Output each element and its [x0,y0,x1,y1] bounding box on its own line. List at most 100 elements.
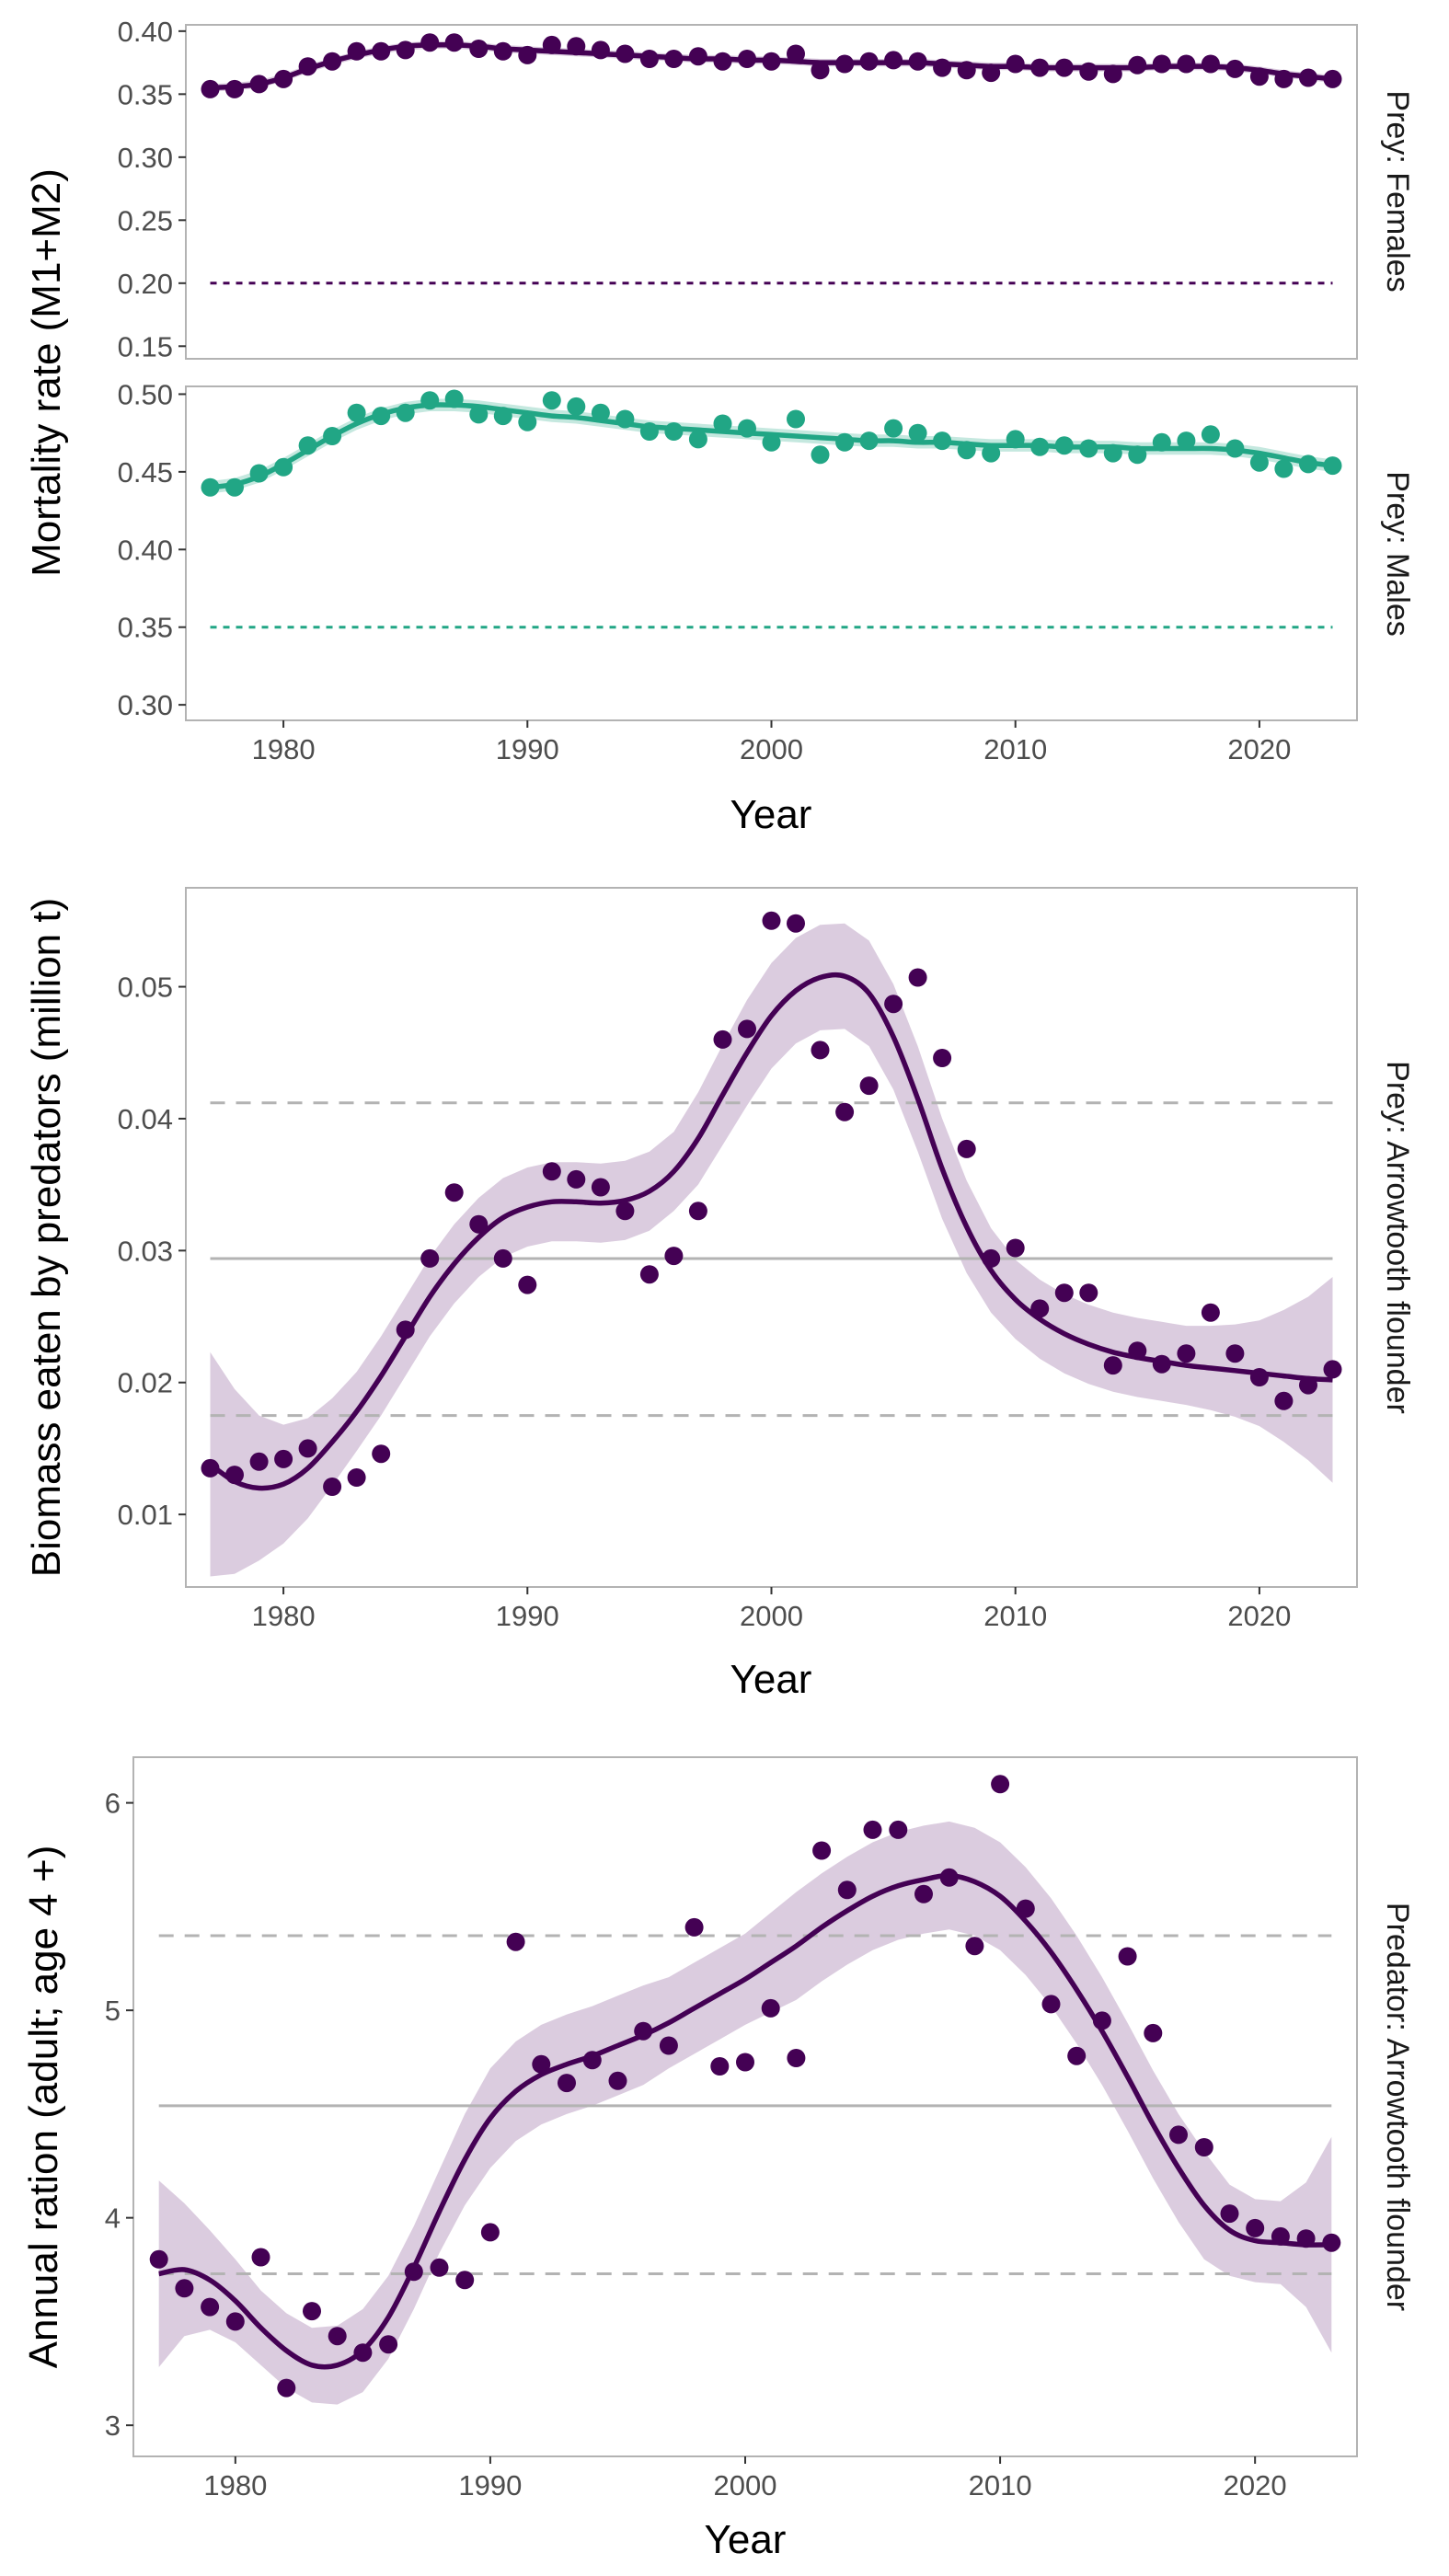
data-point-2001 [787,914,805,933]
data-point-1979 [249,464,269,483]
data-point-2020 [1246,2218,1265,2237]
data-point-2023 [1322,2233,1341,2252]
strip-label-males: Prey: Males [1380,471,1415,637]
data-point-2006 [908,52,927,71]
data-point-2009 [982,1248,1001,1268]
data-point-2010 [1006,430,1025,449]
data-point-2020 [1249,67,1269,86]
x-tick-label: 1990 [458,2469,522,2501]
confidence-band [210,923,1333,1577]
data-point-1978 [225,477,244,497]
data-point-2005 [884,995,903,1014]
data-point-2019 [1225,439,1245,458]
data-point-1995 [639,1265,659,1284]
data-point-1997 [688,430,707,449]
data-point-1999 [738,419,756,438]
data-point-2014 [1092,2011,1111,2030]
data-point-2017 [1177,54,1196,74]
data-point-2015 [1128,55,1147,75]
points-layer [201,33,1342,98]
data-point-2000 [762,911,781,930]
x-tick-label: 2000 [714,2469,777,2501]
ci-ribbon-layer [158,1821,1332,2405]
data-point-2017 [1169,2125,1188,2145]
data-point-1978 [225,1466,244,1485]
ration-chart: 3 4 5 6 1980 1990 2000 2010 2020 Predator: Arro… [21,1756,1415,2562]
data-point-1983 [347,403,366,422]
data-point-2008 [939,1868,959,1887]
data-point-1997 [688,47,707,66]
y-tick-label: 0.30 [118,689,173,721]
y-tick-label: 6 [105,1788,121,1820]
y-tick-label: 3 [105,2409,121,2442]
data-point-2012 [1054,1283,1074,1303]
data-point-2001 [787,409,805,429]
data-point-2016 [1152,1354,1171,1374]
y-tick-label: 0.30 [118,142,173,174]
data-point-1997 [688,1202,707,1221]
x-axis-ticks: 1980 1990 2000 2010 2020 [252,720,1291,765]
data-point-2017 [1177,431,1196,451]
data-point-1980 [225,2312,245,2331]
data-point-1992 [567,37,586,56]
data-point-2019 [1225,1344,1245,1363]
data-point-1979 [201,2297,220,2317]
data-point-1986 [420,33,440,52]
data-point-2004 [859,1076,879,1096]
data-point-1984 [372,1444,391,1464]
data-point-1990 [518,412,537,431]
y-axis-ticks: 0.01 0.02 0.03 0.04 0.05 [118,972,186,1531]
data-point-2000 [762,52,781,71]
data-point-2013 [1067,2046,1087,2065]
data-point-1986 [379,2335,398,2354]
data-point-2014 [1103,1356,1122,1375]
data-point-1991 [542,35,561,54]
data-point-1995 [639,422,659,441]
data-point-1993 [591,403,610,422]
smoother-line [208,972,1333,1491]
data-point-2005 [863,1820,882,1839]
data-point-2022 [1299,68,1317,87]
ci-ribbon-layer [210,923,1333,1577]
data-point-2004 [859,431,879,451]
data-point-2022 [1296,2229,1316,2248]
data-point-2021 [1274,459,1294,478]
y-axis-label: Mortality rate (M1+M2) [24,168,69,577]
data-point-1985 [396,403,415,422]
data-point-1990 [480,2223,500,2242]
reference-line-layer [210,1101,1333,1418]
data-point-1981 [298,1439,317,1458]
data-point-2013 [1079,62,1098,81]
data-point-2015 [1128,445,1147,465]
data-point-2002 [811,445,830,465]
confidence-band [158,1821,1332,2405]
data-point-1993 [591,1178,610,1197]
data-point-2006 [908,968,927,987]
x-tick-label: 2020 [1224,2469,1287,2501]
data-point-2014 [1103,443,1122,463]
data-point-1986 [420,1248,440,1268]
y-tick-label: 4 [105,2202,121,2235]
data-point-1980 [274,457,293,477]
data-point-1977 [149,2249,168,2269]
y-axis-ticks: 0.30 0.35 0.40 0.45 0.50 [118,378,186,721]
data-point-1988 [469,40,489,58]
data-point-1998 [713,414,732,433]
data-point-1978 [175,2279,194,2298]
data-point-1985 [353,2343,373,2363]
x-axis-label: Year [730,792,812,837]
data-point-1995 [608,2071,627,2090]
data-point-2009 [982,63,1001,83]
data-point-1998 [713,1029,732,1049]
data-point-2007 [914,1884,933,1903]
y-tick-label: 0.20 [118,268,173,300]
data-point-1982 [323,1478,342,1496]
x-axis-ticks: 1980 1990 2000 2010 2020 [203,2456,1287,2501]
data-point-2020 [1249,453,1269,472]
x-axis-ticks: 1980 1990 2000 2010 2020 [252,1587,1291,1632]
data-point-1991 [542,1162,561,1181]
data-point-2018 [1201,1303,1220,1322]
data-point-1994 [615,409,635,429]
data-point-1978 [225,79,244,98]
